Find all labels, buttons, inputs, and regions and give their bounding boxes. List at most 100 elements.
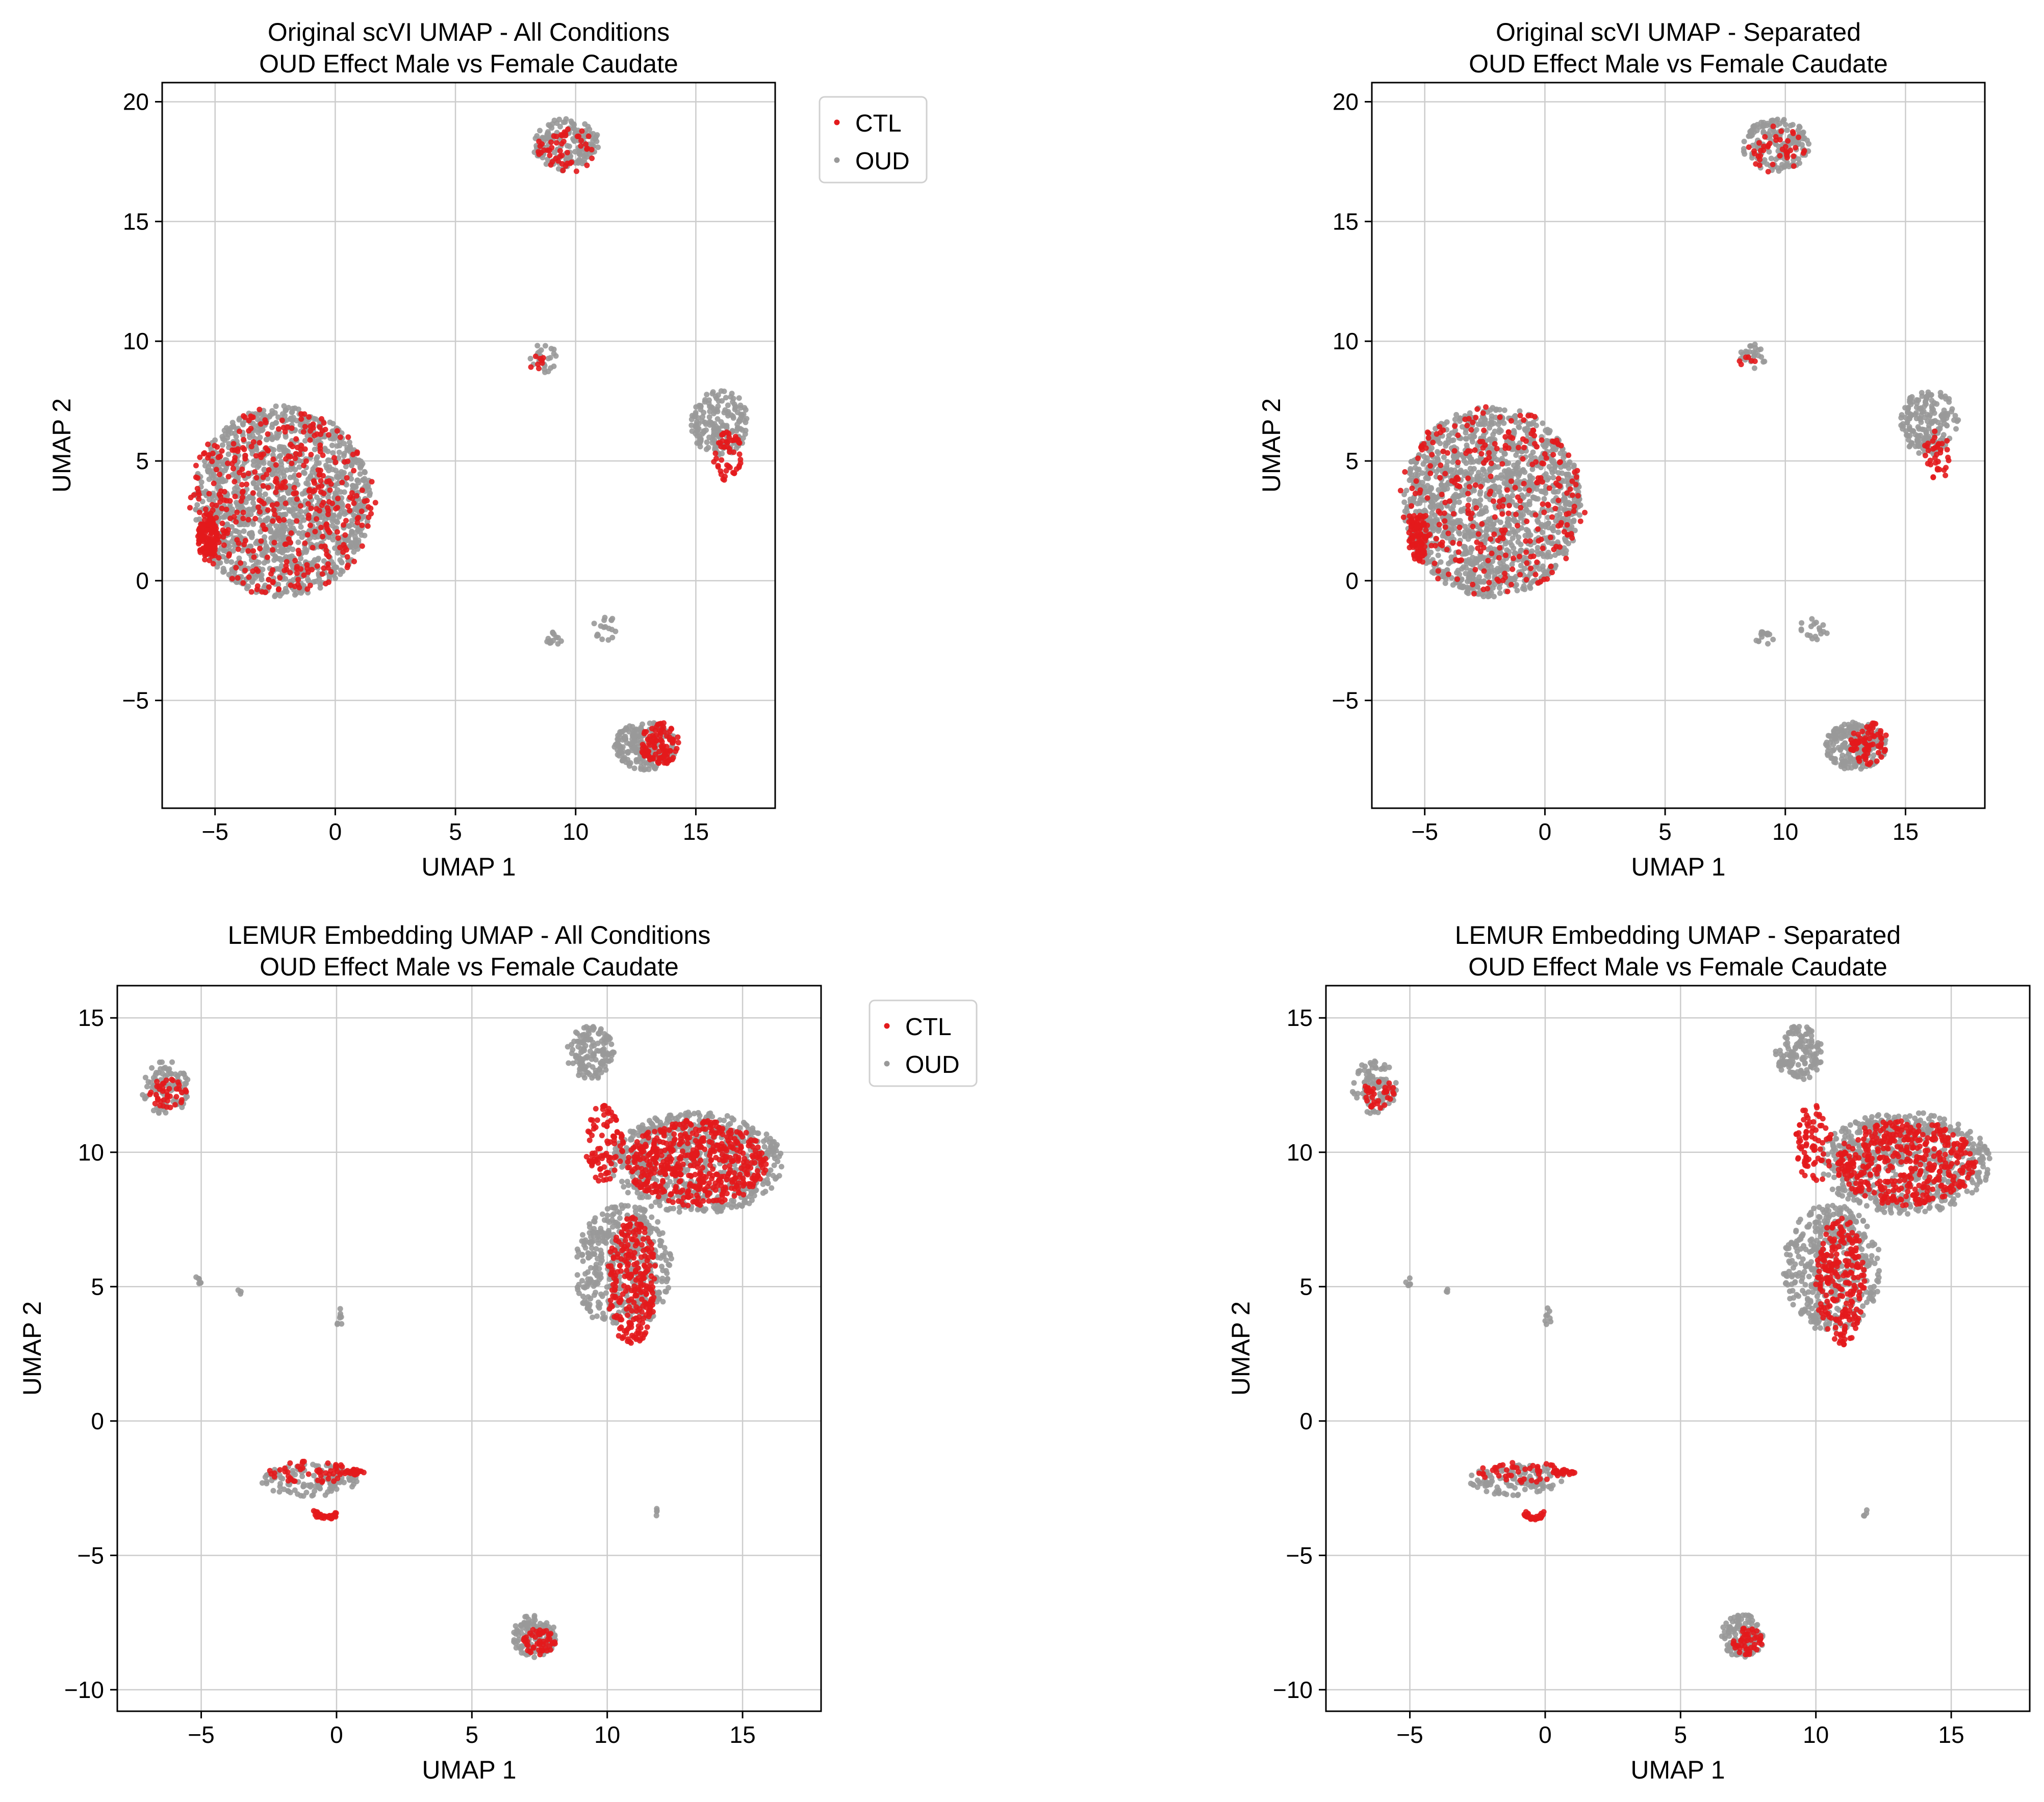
point-oud bbox=[300, 470, 306, 475]
point-ctl bbox=[548, 139, 554, 145]
point-oud bbox=[1436, 450, 1442, 456]
point-oud bbox=[222, 514, 228, 520]
point-oud bbox=[1450, 437, 1457, 443]
point-ctl bbox=[1472, 482, 1478, 488]
point-ctl bbox=[1523, 549, 1529, 555]
point-ctl bbox=[257, 406, 263, 413]
point-ctl bbox=[667, 729, 673, 735]
point-oud bbox=[707, 408, 713, 415]
point-ctl bbox=[240, 580, 246, 586]
point-ctl bbox=[307, 522, 313, 528]
point-ctl bbox=[647, 733, 653, 739]
point-oud bbox=[1545, 514, 1551, 521]
point-oud bbox=[282, 413, 288, 419]
point-oud bbox=[564, 143, 570, 149]
point-oud bbox=[315, 534, 321, 540]
point-ctl bbox=[292, 557, 298, 563]
point-oud bbox=[701, 409, 707, 416]
point-ctl bbox=[281, 517, 287, 523]
point-oud bbox=[1456, 499, 1462, 505]
point-ctl bbox=[218, 488, 224, 494]
point-ctl bbox=[565, 149, 570, 156]
point-ctl bbox=[245, 471, 251, 476]
point-oud bbox=[1526, 501, 1532, 507]
point-oud bbox=[269, 408, 275, 414]
point-oud bbox=[602, 624, 608, 630]
point-ctl bbox=[1400, 514, 1407, 520]
point-oud bbox=[1475, 591, 1481, 597]
point-oud bbox=[1467, 550, 1473, 555]
point-oud bbox=[1438, 482, 1444, 488]
point-ctl bbox=[291, 485, 297, 491]
point-oud bbox=[290, 546, 296, 552]
point-oud bbox=[1849, 765, 1855, 771]
point-ctl bbox=[354, 520, 361, 526]
point-ctl bbox=[265, 448, 271, 454]
point-oud bbox=[347, 445, 353, 451]
point-ctl bbox=[327, 487, 333, 493]
point-oud bbox=[365, 483, 371, 488]
point-oud bbox=[1550, 458, 1556, 464]
point-oud bbox=[347, 471, 353, 477]
point-oud bbox=[1782, 122, 1789, 127]
chart-subtitle: OUD Effect Male vs Female Caudate bbox=[259, 49, 678, 78]
point-oud bbox=[1444, 459, 1450, 465]
point-ctl bbox=[651, 743, 657, 750]
point-oud bbox=[1799, 620, 1805, 626]
series-ctl bbox=[1397, 123, 1952, 767]
point-ctl bbox=[1436, 522, 1442, 528]
point-ctl bbox=[1540, 545, 1546, 551]
point-oud bbox=[311, 579, 317, 585]
point-ctl bbox=[265, 431, 271, 437]
point-ctl bbox=[1555, 476, 1562, 481]
point-ctl bbox=[362, 498, 368, 504]
point-oud bbox=[1784, 127, 1790, 133]
point-ctl bbox=[194, 485, 200, 492]
point-ctl bbox=[1536, 538, 1542, 544]
point-ctl bbox=[275, 516, 282, 522]
point-oud bbox=[1463, 436, 1469, 442]
points-layer bbox=[187, 116, 750, 773]
point-ctl bbox=[294, 445, 300, 450]
point-ctl bbox=[310, 488, 316, 495]
point-ctl bbox=[1480, 410, 1486, 416]
point-ctl bbox=[647, 742, 653, 748]
point-oud bbox=[1461, 564, 1467, 570]
point-oud bbox=[1907, 395, 1913, 401]
series-ctl bbox=[187, 126, 744, 766]
point-oud bbox=[1476, 574, 1482, 580]
point-oud bbox=[277, 453, 284, 459]
point-oud bbox=[1423, 458, 1429, 464]
point-oud bbox=[590, 131, 596, 137]
point-oud bbox=[343, 482, 349, 488]
point-oud bbox=[1474, 524, 1480, 530]
point-oud bbox=[232, 485, 238, 492]
point-ctl bbox=[260, 483, 266, 489]
point-ctl bbox=[215, 454, 221, 460]
point-oud bbox=[1511, 429, 1517, 435]
point-ctl bbox=[196, 525, 202, 531]
point-oud bbox=[265, 515, 271, 521]
point-ctl bbox=[565, 126, 571, 132]
point-ctl bbox=[333, 459, 339, 466]
point-oud bbox=[349, 528, 355, 534]
point-oud bbox=[744, 416, 750, 422]
point-oud bbox=[724, 423, 730, 429]
point-ctl bbox=[325, 432, 331, 438]
point-ctl bbox=[288, 530, 294, 536]
point-ctl bbox=[298, 411, 304, 417]
point-ctl bbox=[328, 481, 334, 487]
point-oud bbox=[553, 353, 559, 359]
point-oud bbox=[262, 491, 268, 497]
point-oud bbox=[221, 568, 227, 574]
point-ctl bbox=[557, 153, 563, 159]
point-oud bbox=[1922, 399, 1928, 405]
point-oud bbox=[249, 578, 255, 584]
point-ctl bbox=[559, 141, 565, 147]
point-oud bbox=[595, 144, 601, 150]
point-oud bbox=[1917, 406, 1923, 412]
plot-frame bbox=[161, 82, 776, 809]
point-oud bbox=[233, 433, 239, 440]
point-oud bbox=[624, 740, 630, 746]
point-oud bbox=[1487, 436, 1493, 443]
